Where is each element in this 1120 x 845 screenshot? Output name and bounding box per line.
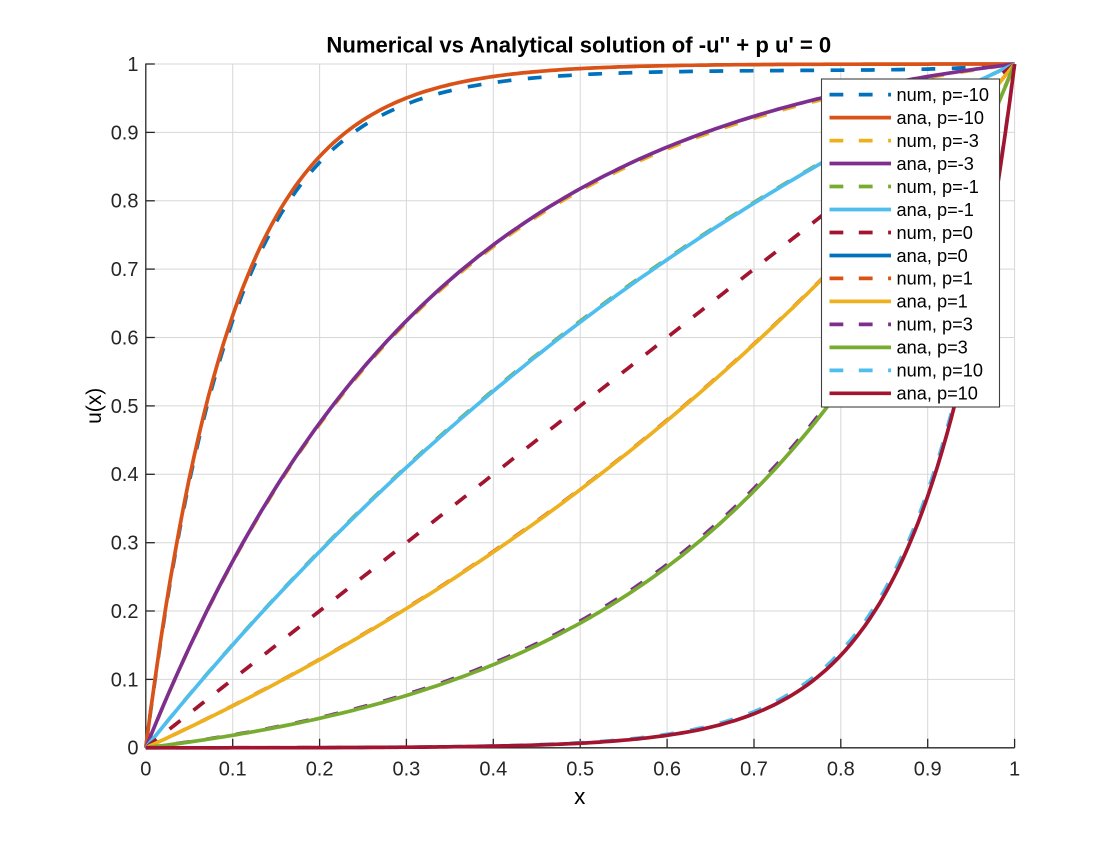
svg-text:num, p=10: num, p=10 bbox=[897, 361, 983, 381]
svg-text:0: 0 bbox=[140, 759, 151, 781]
svg-text:0.5: 0.5 bbox=[111, 396, 139, 418]
svg-text:0.3: 0.3 bbox=[111, 533, 139, 555]
svg-text:0.8: 0.8 bbox=[827, 759, 855, 781]
svg-text:ana, p=3: ana, p=3 bbox=[897, 338, 968, 358]
svg-text:0.8: 0.8 bbox=[111, 191, 139, 213]
svg-text:0.9: 0.9 bbox=[111, 122, 139, 144]
svg-text:1: 1 bbox=[127, 54, 138, 76]
svg-text:0: 0 bbox=[127, 738, 138, 760]
svg-text:0.9: 0.9 bbox=[914, 759, 942, 781]
svg-text:ana, p=-1: ana, p=-1 bbox=[897, 200, 974, 220]
svg-text:0.1: 0.1 bbox=[111, 669, 139, 691]
svg-text:u(x): u(x) bbox=[83, 388, 106, 424]
svg-text:Numerical vs Analytical soluti: Numerical vs Analytical solution of -u''… bbox=[326, 33, 831, 58]
svg-text:0.3: 0.3 bbox=[392, 759, 420, 781]
svg-text:1: 1 bbox=[1009, 759, 1020, 781]
svg-text:num, p=0: num, p=0 bbox=[897, 223, 973, 243]
svg-text:num, p=-1: num, p=-1 bbox=[897, 177, 979, 197]
svg-text:num, p=-3: num, p=-3 bbox=[897, 131, 979, 151]
svg-text:num, p=1: num, p=1 bbox=[897, 269, 973, 289]
svg-text:x: x bbox=[574, 784, 586, 809]
svg-text:0.6: 0.6 bbox=[653, 759, 681, 781]
svg-text:0.1: 0.1 bbox=[219, 759, 247, 781]
svg-text:0.7: 0.7 bbox=[111, 259, 139, 281]
svg-text:0.2: 0.2 bbox=[306, 759, 334, 781]
svg-text:0.4: 0.4 bbox=[111, 464, 139, 486]
svg-text:ana, p=0: ana, p=0 bbox=[897, 246, 968, 266]
svg-text:num, p=-10: num, p=-10 bbox=[897, 85, 990, 105]
svg-text:ana, p=-3: ana, p=-3 bbox=[897, 154, 974, 174]
svg-text:0.7: 0.7 bbox=[740, 759, 768, 781]
svg-text:0.5: 0.5 bbox=[566, 759, 594, 781]
svg-text:ana, p=-10: ana, p=-10 bbox=[897, 108, 984, 128]
svg-text:ana, p=10: ana, p=10 bbox=[897, 384, 978, 404]
svg-text:0.2: 0.2 bbox=[111, 601, 139, 623]
svg-text:ana, p=1: ana, p=1 bbox=[897, 292, 968, 312]
svg-text:num, p=3: num, p=3 bbox=[897, 315, 973, 335]
svg-text:0.6: 0.6 bbox=[111, 327, 139, 349]
svg-text:0.4: 0.4 bbox=[479, 759, 507, 781]
